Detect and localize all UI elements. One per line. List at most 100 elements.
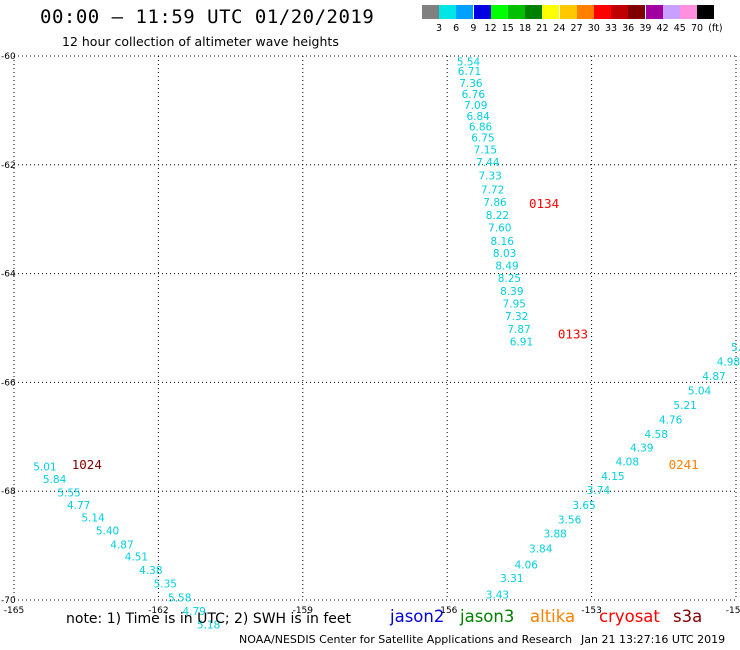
wave-height-point: 7.36	[459, 78, 483, 90]
scale-unit: (ft)	[708, 23, 723, 34]
wave-height-point: 5.21	[673, 400, 696, 412]
legend-jason3: jason3	[460, 607, 515, 626]
wave-height-point: 4.51	[125, 551, 148, 563]
scale-swatch	[662, 5, 680, 19]
scale-swatch	[680, 5, 697, 19]
y-tick-label: -62	[1, 161, 16, 171]
y-tick-label: -64	[1, 270, 16, 280]
wave-height-point: 3.84	[529, 543, 553, 555]
wave-height-point: 7.72	[481, 184, 504, 196]
legend-cryosat: cryosat	[599, 607, 660, 626]
legend-altika: altika	[530, 607, 576, 626]
wave-height-point: 3.88	[543, 529, 566, 541]
wave-height-point: 8.03	[493, 248, 516, 260]
scale-label: 39	[639, 23, 652, 34]
wave-height-point: 4.39	[630, 443, 653, 455]
wave-height-point: 7.33	[478, 171, 501, 183]
scale-swatch	[559, 5, 577, 19]
wave-height-point: 5.01	[33, 462, 56, 474]
legend-s3a: s3a	[673, 607, 703, 626]
wave-height-point: 3.74	[587, 485, 611, 497]
wave-height-point: 4.08	[616, 456, 639, 468]
scale-label: 3	[435, 23, 443, 34]
wave-height-point: 6.71	[458, 66, 481, 78]
wave-height-point: 5.04	[688, 386, 712, 398]
wave-height-point: 5.18	[197, 619, 220, 631]
wave-height-point: 5.40	[96, 525, 119, 537]
y-tick-label: -60	[1, 52, 16, 62]
footer-timestamp: Jan 21 13:27:16 UTC 2019	[581, 633, 726, 646]
note-text: note: 1) Time is in UTC; 2) SWH is in fe…	[66, 611, 352, 627]
wave-height-point: 8.25	[498, 273, 521, 285]
wave-height-point: 7.86	[483, 197, 507, 209]
scale-swatch	[473, 5, 491, 19]
wave-height-point: 4.79	[182, 606, 205, 618]
scale-label: 30	[587, 23, 600, 34]
wave-height-point: 3.56	[558, 514, 582, 526]
y-tick-label: -70	[1, 596, 16, 606]
y-tick-label: -66	[1, 378, 16, 388]
scale-label: 33	[604, 23, 618, 34]
wave-height-point: 4.38	[139, 565, 162, 577]
wave-height-point: 5.55	[57, 487, 80, 499]
wave-height-point: 7.44	[476, 157, 500, 169]
wave-height-point: 7.87	[507, 324, 530, 336]
wave-height-point: 5.84	[43, 474, 67, 486]
scale-label: 12	[484, 23, 497, 34]
footer-credit: NOAA/NESDIS Center for Satellite Applica…	[239, 633, 573, 646]
x-tick-label: -162	[148, 606, 168, 616]
scale-swatch	[439, 5, 457, 19]
wave-height-point: 8.22	[486, 210, 509, 222]
wave-height-point: 7.15	[474, 145, 497, 157]
scale-swatch	[456, 5, 474, 19]
x-tick-label: -156	[437, 606, 458, 616]
wave-height-point: 6.91	[510, 337, 533, 349]
chart-subtitle: 12 hour collection of altimeter wave hei…	[62, 34, 339, 49]
wave-height-point: 5.54	[457, 56, 481, 68]
wave-height-point: 6.75	[471, 133, 494, 145]
chart-title: 00:00 – 11:59 UTC 01/20/2019	[40, 6, 375, 28]
wave-height-point: 8.49	[495, 260, 518, 272]
scale-label: 42	[656, 23, 669, 34]
scale-swatch	[611, 5, 629, 19]
scale-label: 6	[453, 23, 460, 34]
pass-time-label: 0241	[669, 457, 699, 472]
wave-height-point: 5.14	[81, 512, 105, 524]
scale-swatch	[697, 5, 715, 19]
pass-time-label: 1024	[72, 457, 102, 472]
scale-swatch	[576, 5, 594, 19]
wave-height-point: 7.95	[503, 299, 526, 311]
scale-swatch	[490, 5, 508, 19]
scale-label: 27	[570, 23, 583, 34]
wave-height-point: 4.98	[717, 357, 740, 369]
wave-height-point: 5.58	[168, 592, 191, 604]
wave-height-point: 5.35	[154, 579, 177, 591]
scale-label: 18	[518, 23, 532, 34]
wave-height-point: 3.65	[572, 500, 595, 512]
wave-height-point: 7.32	[505, 311, 528, 323]
x-tick-label: -165	[4, 606, 24, 616]
scale-swatch	[594, 5, 611, 19]
wave-height-point: 4.76	[659, 414, 683, 426]
scale-label: 45	[673, 23, 686, 34]
pass-time-label: 0134	[529, 196, 559, 211]
wave-height-point: 7.09	[464, 100, 487, 112]
wave-height-point: 4.87	[702, 371, 725, 383]
x-tick-label: -150	[726, 606, 740, 616]
x-tick-label: -153	[581, 606, 601, 616]
wave-height-point: 5.1	[731, 342, 740, 354]
wave-height-point: 6.76	[462, 89, 486, 101]
scale-label: 15	[501, 23, 514, 34]
pass-time-label: 0133	[558, 326, 588, 341]
scale-swatch	[542, 5, 560, 19]
wave-height-point: 7.60	[488, 222, 511, 234]
scale-label: 36	[622, 23, 635, 34]
legend-jason2: jason2	[390, 607, 445, 626]
wave-height-point: 4.77	[67, 500, 90, 512]
scale-label: 21	[536, 23, 549, 34]
wave-height-point: 3.31	[500, 573, 523, 585]
wave-height-point: 6.86	[469, 122, 493, 134]
x-tick-label: -159	[293, 606, 314, 616]
scale-swatch	[628, 5, 646, 19]
